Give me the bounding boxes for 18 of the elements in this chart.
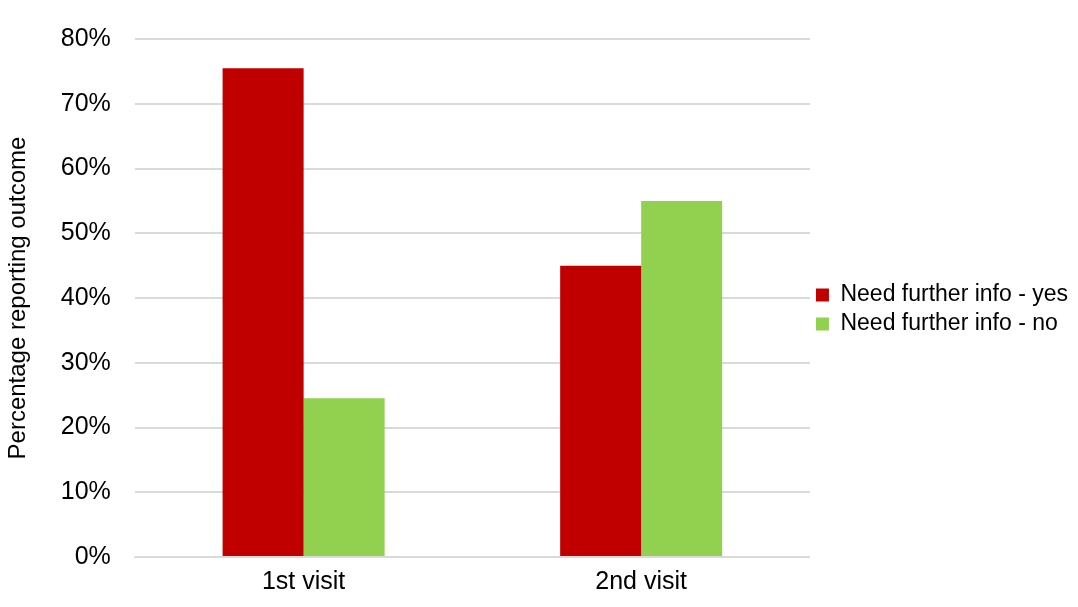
bar [641, 200, 723, 556]
bar [560, 265, 642, 556]
y-tick-label: 40% [60, 281, 111, 310]
y-tick-label: 70% [60, 87, 111, 116]
legend-label: Need further info - yes [840, 280, 1069, 307]
y-tick-label: 50% [60, 217, 111, 246]
y-tick-label: 20% [60, 411, 111, 440]
y-tick-label: 0% [74, 540, 111, 569]
y-tick-label: 80% [60, 22, 111, 51]
y-tick-label: 60% [60, 152, 111, 181]
y-tick-label: 10% [60, 476, 111, 505]
y-axis-title: Percentage reporting outcome [3, 136, 31, 460]
x-tick-label: 1st visit [261, 565, 346, 594]
x-tick-label: 2nd visit [595, 565, 688, 594]
bar [303, 398, 385, 556]
bar [222, 68, 304, 556]
legend-label: Need further info - no [840, 309, 1058, 336]
y-tick-label: 30% [60, 346, 111, 375]
